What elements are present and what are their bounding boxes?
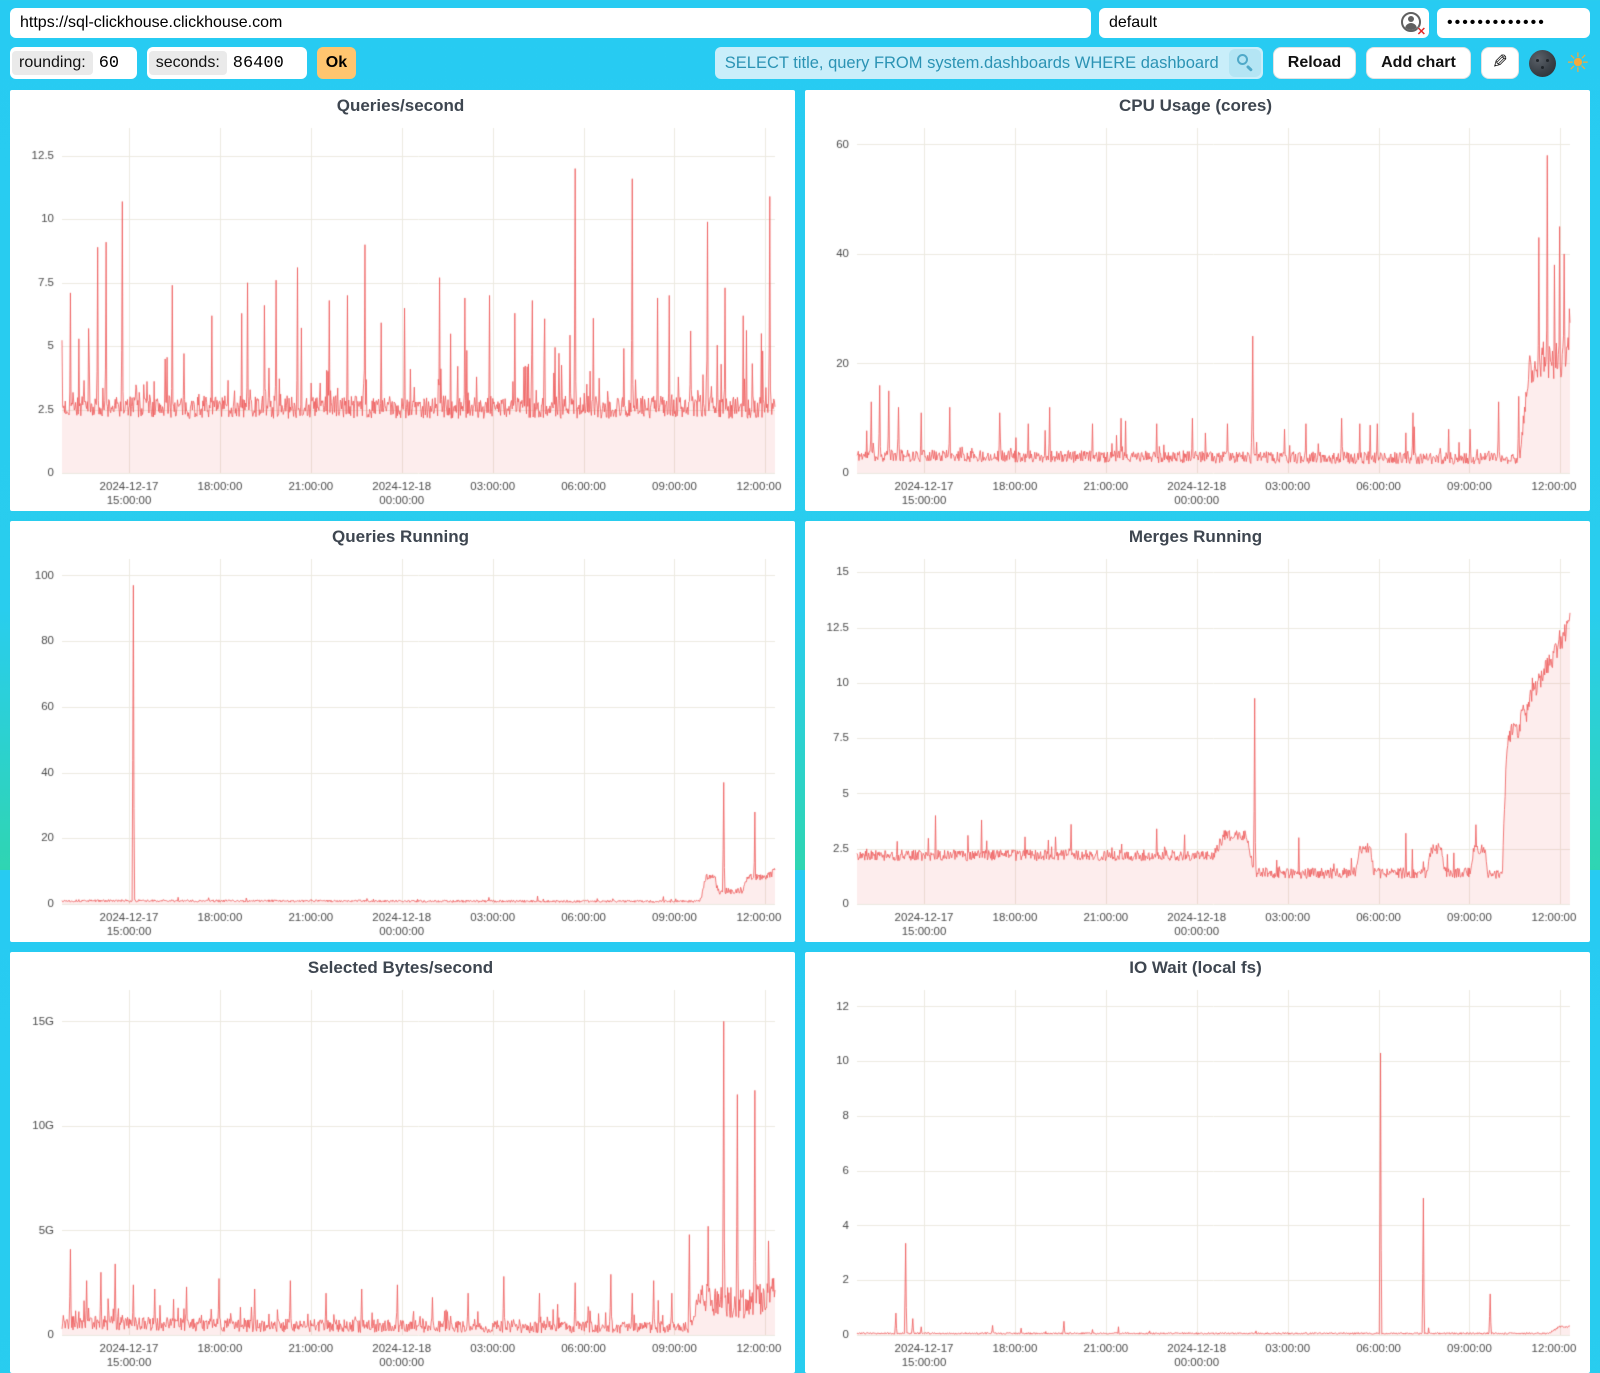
auth-error-x-icon: ✕ — [1416, 26, 1426, 38]
magnifier-icon — [1236, 54, 1248, 65]
chart-card-queries-running: Queries Running — [10, 521, 795, 942]
merges-running-chart[interactable] — [809, 551, 1582, 938]
cpu-usage-chart[interactable] — [809, 120, 1582, 507]
user-icon — [1401, 12, 1421, 32]
user-input[interactable] — [1099, 8, 1429, 38]
server-url-input[interactable] — [10, 8, 1091, 38]
seconds-input[interactable] — [226, 50, 305, 76]
chart-title: Merges Running — [1128, 527, 1263, 546]
io-wait-chart[interactable] — [809, 982, 1582, 1369]
seconds-field: seconds: — [146, 47, 307, 79]
add-chart-button[interactable]: Add chart — [1366, 47, 1471, 79]
queries-running-chart[interactable] — [14, 551, 787, 938]
dashboard-query-wrap — [714, 47, 1263, 79]
chart-title: Selected Bytes/second — [307, 958, 494, 977]
user-field-wrap: ✕ — [1099, 8, 1429, 38]
rounding-label: rounding: — [12, 51, 93, 75]
seconds-label: seconds: — [148, 51, 227, 75]
charts-grid: Queries/second CPU Usage (cores) Queries… — [10, 90, 1590, 1373]
queries-per-second-chart[interactable] — [14, 120, 787, 507]
chart-title: CPU Usage (cores) — [1118, 96, 1273, 115]
run-query-button[interactable] — [1228, 49, 1261, 77]
chart-card-io-wait: IO Wait (local fs) — [805, 952, 1590, 1373]
password-input[interactable] — [1437, 8, 1590, 38]
dashboard-query-input[interactable] — [716, 53, 1229, 73]
chart-title: Queries Running — [332, 527, 469, 546]
user-auth-status-icon: ✕ — [1401, 12, 1426, 38]
rounding-input[interactable] — [92, 50, 135, 76]
reload-button[interactable]: Reload — [1272, 47, 1357, 79]
moon-face-icon[interactable] — [1528, 49, 1556, 77]
chart-title: IO Wait (local fs) — [1129, 958, 1262, 977]
selected-bytes-chart[interactable] — [14, 982, 787, 1369]
pencil-icon: ✎ — [1491, 52, 1508, 73]
edit-button[interactable]: ✎ — [1480, 47, 1519, 79]
sun-face-icon[interactable]: ☀ — [1565, 47, 1590, 78]
connection-bar: ✕ — [0, 0, 1600, 38]
rounding-field: rounding: — [10, 47, 137, 79]
chart-card-merges-running: Merges Running — [805, 521, 1590, 942]
ok-button[interactable]: Ok — [316, 47, 357, 79]
dashboard-controls: rounding: seconds: Ok Reload Add chart ✎… — [0, 38, 1600, 80]
chart-title: Queries/second — [336, 96, 465, 115]
chart-card-selected-bytes: Selected Bytes/second — [10, 952, 795, 1373]
chart-card-cpu-usage: CPU Usage (cores) — [805, 90, 1590, 511]
chart-card-queries-per-second: Queries/second — [10, 90, 795, 511]
